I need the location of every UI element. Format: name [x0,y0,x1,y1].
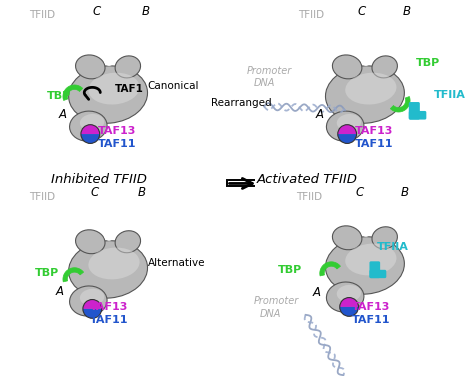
Text: Canonical: Canonical [147,81,199,91]
Ellipse shape [70,286,107,316]
Text: TAF1: TAF1 [115,84,144,94]
Ellipse shape [115,56,141,78]
Ellipse shape [70,111,107,141]
Ellipse shape [337,114,361,131]
Ellipse shape [104,56,114,66]
Text: TFIID: TFIID [29,11,55,20]
Text: TBP: TBP [278,265,302,275]
Ellipse shape [332,55,362,79]
Text: A: A [316,108,324,121]
Ellipse shape [326,66,404,123]
Text: DNA: DNA [253,77,274,88]
FancyBboxPatch shape [409,102,420,119]
Wedge shape [83,299,101,309]
Text: TAF13: TAF13 [352,302,391,312]
Text: C: C [92,5,100,17]
Text: TFIIA: TFIIA [377,242,409,252]
Text: TFIIA: TFIIA [434,90,466,101]
Ellipse shape [326,237,404,294]
Wedge shape [338,125,356,134]
Ellipse shape [88,248,140,279]
Text: Alternative: Alternative [147,259,205,268]
Wedge shape [340,297,358,307]
Text: B: B [138,186,146,199]
Text: TBP: TBP [35,268,59,278]
Text: Inhibited TFIID: Inhibited TFIID [51,174,147,186]
Text: TAF11: TAF11 [98,139,137,149]
Ellipse shape [372,56,397,78]
Text: TAF13: TAF13 [98,126,137,136]
Ellipse shape [332,226,362,250]
Ellipse shape [80,289,104,306]
Text: Activated TFIID: Activated TFIID [256,174,357,186]
FancyBboxPatch shape [369,261,380,278]
Text: Rearranged: Rearranged [211,98,272,108]
Polygon shape [391,96,410,112]
Ellipse shape [372,227,397,249]
Ellipse shape [361,56,371,66]
Text: A: A [312,286,320,299]
Ellipse shape [115,231,141,253]
Text: DNA: DNA [260,309,282,319]
Text: C: C [355,186,363,199]
Text: TAF11: TAF11 [355,139,393,149]
Text: TFIID: TFIID [29,192,55,202]
Ellipse shape [327,111,364,141]
Wedge shape [81,125,100,134]
Text: TBP: TBP [47,91,71,101]
Text: A: A [59,108,67,121]
Ellipse shape [80,114,104,131]
Ellipse shape [361,227,371,237]
Polygon shape [63,85,82,101]
Ellipse shape [337,285,361,302]
Text: TBP: TBP [416,58,440,68]
Wedge shape [338,134,356,143]
Text: TFIID: TFIID [296,192,322,202]
Text: TAF13: TAF13 [355,126,393,136]
Text: TAF11: TAF11 [91,315,129,325]
Wedge shape [81,134,100,143]
Ellipse shape [104,231,114,241]
Text: B: B [142,5,150,17]
Polygon shape [320,262,340,276]
Wedge shape [340,307,358,316]
Ellipse shape [345,73,396,105]
Text: B: B [401,186,409,199]
Ellipse shape [88,73,140,105]
Text: TAF13: TAF13 [91,302,128,312]
Text: Promoter: Promoter [253,296,299,306]
Ellipse shape [69,66,147,123]
Text: TFIID: TFIID [298,11,324,20]
Ellipse shape [75,55,105,79]
Wedge shape [83,309,101,318]
Text: B: B [402,5,410,17]
FancyBboxPatch shape [409,111,426,119]
Ellipse shape [69,241,147,298]
Ellipse shape [345,243,396,276]
Text: A: A [56,285,64,298]
Text: C: C [357,5,365,17]
FancyBboxPatch shape [369,270,386,278]
Ellipse shape [75,230,105,254]
Text: TAF11: TAF11 [352,315,391,325]
Text: Promoter: Promoter [246,66,292,76]
Ellipse shape [327,282,364,312]
Polygon shape [63,268,83,282]
Text: C: C [91,186,99,199]
